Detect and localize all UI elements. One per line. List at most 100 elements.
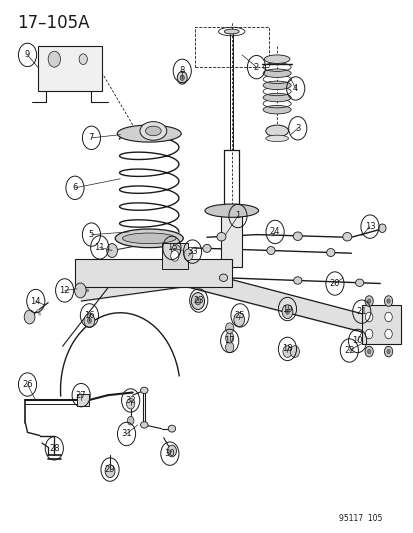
Circle shape [367, 299, 370, 303]
Text: 31: 31 [121, 430, 131, 439]
Text: 17: 17 [224, 336, 235, 345]
Text: 13: 13 [364, 222, 375, 231]
Circle shape [225, 323, 233, 334]
Ellipse shape [202, 245, 211, 252]
Text: 4: 4 [292, 84, 298, 93]
Text: 2: 2 [253, 63, 259, 71]
Circle shape [74, 283, 86, 298]
Ellipse shape [265, 135, 288, 142]
Text: 24: 24 [269, 228, 280, 237]
Text: 33: 33 [187, 247, 197, 256]
Circle shape [384, 329, 391, 339]
Circle shape [171, 245, 180, 256]
FancyBboxPatch shape [161, 243, 188, 269]
Ellipse shape [145, 126, 161, 136]
Ellipse shape [140, 387, 147, 393]
Text: 18: 18 [282, 344, 292, 353]
Ellipse shape [265, 125, 288, 137]
Circle shape [170, 251, 178, 261]
Text: 11: 11 [94, 243, 105, 252]
FancyBboxPatch shape [75, 259, 231, 287]
Circle shape [79, 54, 87, 64]
Text: 7: 7 [88, 133, 94, 142]
Circle shape [24, 310, 35, 324]
Circle shape [105, 465, 115, 478]
Ellipse shape [219, 274, 227, 281]
Text: 6: 6 [72, 183, 78, 192]
Ellipse shape [342, 232, 351, 241]
Circle shape [180, 75, 184, 80]
Ellipse shape [326, 248, 334, 256]
Text: 22: 22 [343, 346, 354, 355]
Ellipse shape [122, 233, 176, 244]
Circle shape [167, 445, 176, 457]
Text: 32: 32 [125, 396, 135, 405]
Circle shape [386, 299, 389, 303]
Text: 26: 26 [22, 380, 33, 389]
Ellipse shape [355, 279, 363, 286]
Ellipse shape [378, 224, 385, 232]
Circle shape [364, 296, 373, 306]
Text: 30: 30 [164, 449, 175, 458]
Ellipse shape [263, 81, 290, 90]
Text: 8: 8 [179, 67, 185, 75]
Circle shape [225, 342, 233, 353]
Circle shape [365, 312, 372, 322]
Text: 20: 20 [329, 279, 339, 288]
Ellipse shape [140, 122, 166, 140]
Ellipse shape [263, 69, 290, 77]
Circle shape [367, 350, 370, 354]
Circle shape [384, 346, 392, 357]
Circle shape [365, 329, 372, 339]
Ellipse shape [168, 425, 175, 432]
Circle shape [285, 309, 289, 314]
Text: 27: 27 [76, 391, 86, 400]
Circle shape [364, 346, 373, 357]
Text: 21: 21 [356, 307, 366, 316]
Ellipse shape [204, 204, 258, 217]
Ellipse shape [263, 106, 290, 114]
Text: 12: 12 [59, 286, 70, 295]
Circle shape [282, 346, 291, 358]
Text: 16: 16 [84, 311, 95, 320]
Circle shape [84, 314, 95, 328]
Ellipse shape [263, 93, 290, 102]
FancyBboxPatch shape [361, 305, 400, 344]
Text: 23: 23 [193, 296, 204, 305]
Circle shape [48, 51, 60, 67]
Circle shape [87, 318, 91, 324]
Circle shape [233, 313, 244, 327]
Ellipse shape [266, 247, 274, 254]
Circle shape [127, 416, 134, 425]
Circle shape [195, 297, 200, 305]
Circle shape [177, 71, 187, 84]
Text: 9: 9 [25, 51, 30, 59]
Text: 25: 25 [234, 311, 244, 320]
Text: 29: 29 [104, 465, 115, 474]
Circle shape [290, 346, 299, 358]
Circle shape [384, 312, 391, 322]
Text: 95117  105: 95117 105 [338, 514, 382, 523]
FancyBboxPatch shape [221, 205, 242, 266]
Circle shape [281, 305, 292, 319]
Circle shape [126, 398, 135, 409]
Circle shape [225, 333, 233, 343]
FancyBboxPatch shape [77, 394, 88, 406]
Ellipse shape [216, 232, 225, 241]
Circle shape [183, 249, 192, 261]
Text: 17–105A: 17–105A [17, 14, 90, 32]
Circle shape [384, 296, 392, 306]
Ellipse shape [292, 232, 301, 240]
Ellipse shape [224, 29, 239, 34]
Ellipse shape [293, 277, 301, 284]
Ellipse shape [117, 125, 181, 142]
Circle shape [107, 244, 117, 257]
Text: 15: 15 [166, 244, 177, 253]
Text: 5: 5 [89, 230, 94, 239]
Ellipse shape [140, 422, 147, 428]
FancyBboxPatch shape [38, 46, 102, 91]
Circle shape [386, 350, 389, 354]
Text: 28: 28 [49, 444, 59, 453]
Text: 19: 19 [282, 304, 292, 313]
Text: 14: 14 [31, 296, 41, 305]
